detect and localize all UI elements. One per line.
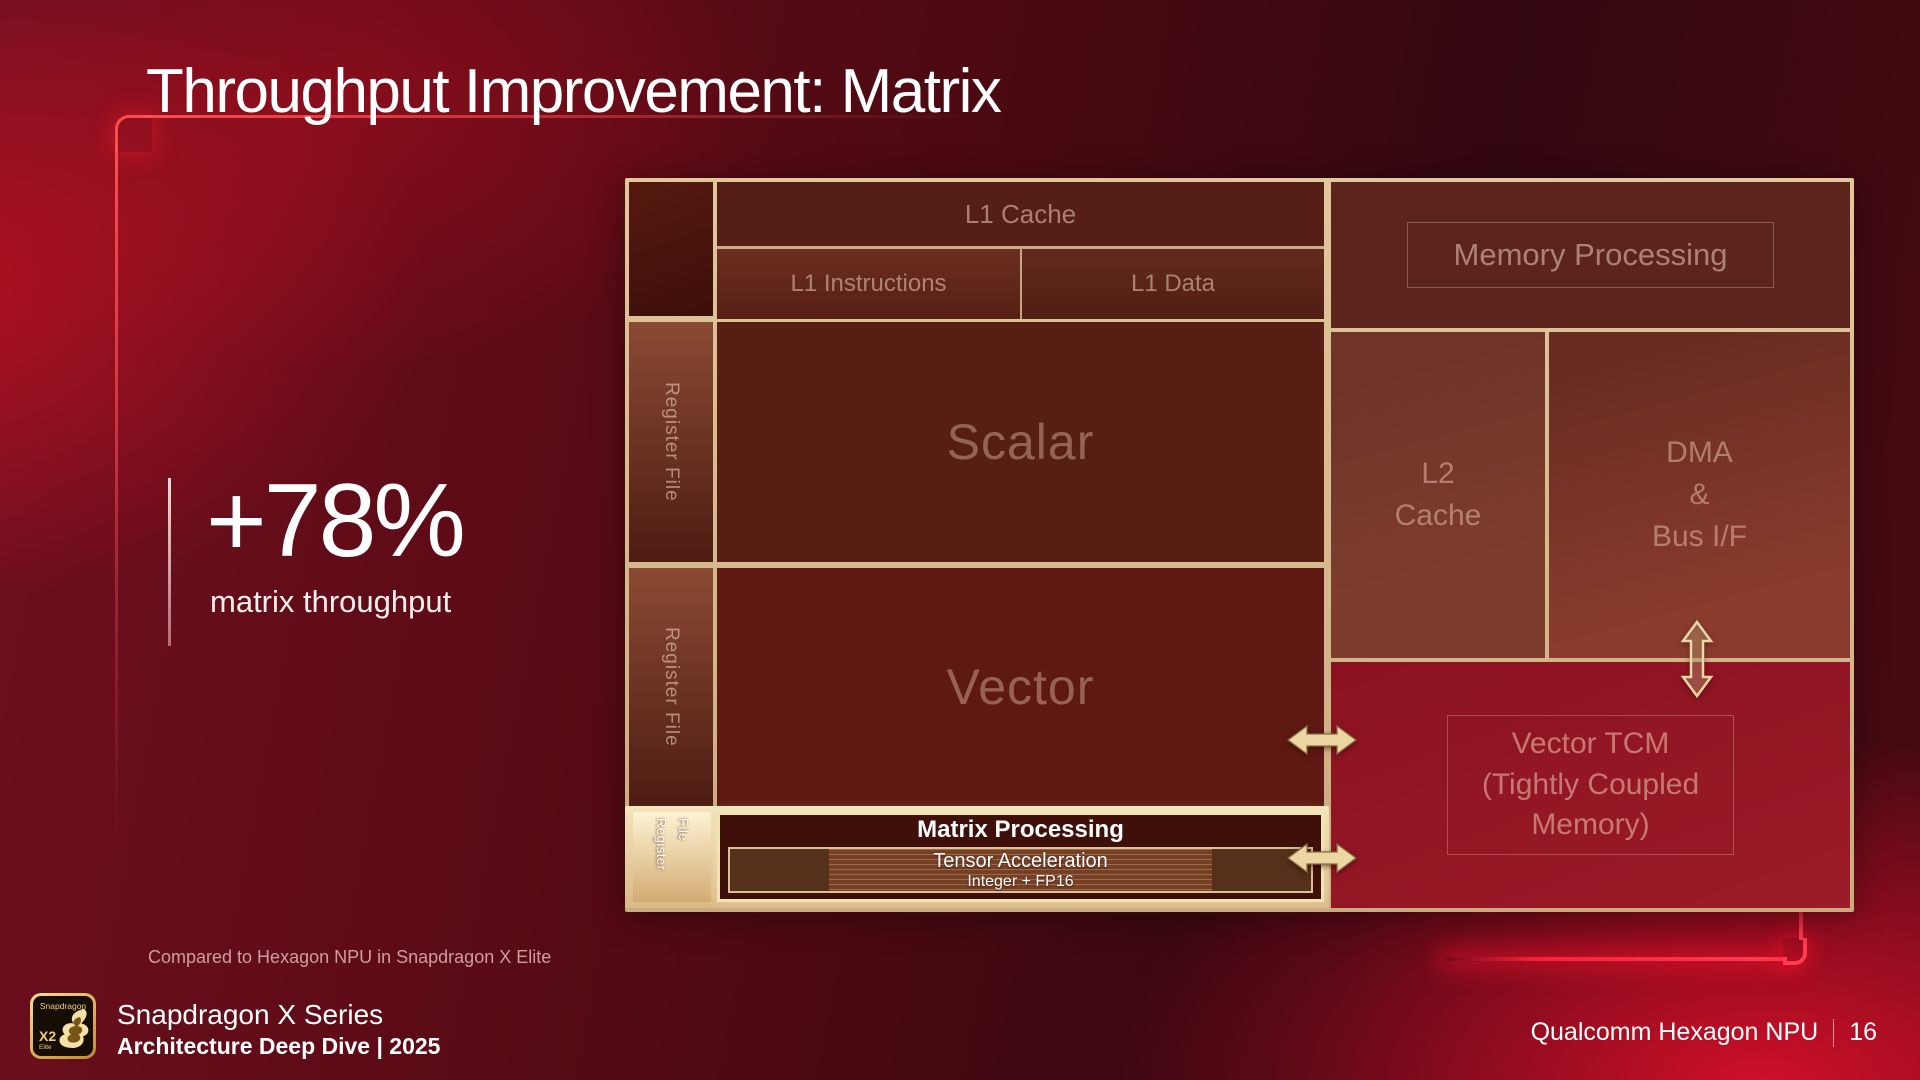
matrix-processing-block: Matrix Processing Tensor Acceleration In… bbox=[717, 812, 1324, 902]
register-file-label: Register File bbox=[661, 382, 682, 502]
matrix-processing-label: Matrix Processing bbox=[917, 816, 1124, 843]
vector-tcm-arrow-icon bbox=[1286, 723, 1358, 762]
l2-cache-label: L2 Cache bbox=[1394, 457, 1482, 532]
series-subtitle: Architecture Deep Dive | 2025 bbox=[117, 1033, 441, 1059]
diagram-corner-cell bbox=[629, 182, 713, 316]
glow-frame-bottom-line bbox=[1445, 957, 1787, 961]
register-file-scalar-cell: Register File bbox=[629, 322, 713, 562]
memory-processing-block: Memory Processing bbox=[1331, 182, 1850, 328]
dma-bus-block: DMA & Bus I/F bbox=[1549, 332, 1850, 658]
stat-value: +78% bbox=[206, 463, 466, 579]
dma-tcm-arrow-icon bbox=[1680, 619, 1714, 703]
footnote: Compared to Hexagon NPU in Snapdragon X … bbox=[148, 947, 552, 967]
scalar-label: Scalar bbox=[946, 414, 1095, 470]
register-file-matrix-cell: Register File bbox=[633, 812, 711, 902]
l1-cache-label: L1 Cache bbox=[964, 198, 1077, 229]
glow-frame-left-line bbox=[115, 144, 118, 844]
tensor-acceleration-block: Tensor Acceleration Integer + FP16 bbox=[728, 847, 1313, 893]
vector-block: Vector bbox=[717, 568, 1324, 806]
snapdragon-flame-icon bbox=[54, 1006, 92, 1055]
page-title: Throughput Improvement: Matrix bbox=[146, 57, 1002, 126]
glow-frame-top-left bbox=[115, 115, 152, 152]
matrix-tcm-arrow-icon bbox=[1286, 841, 1358, 880]
l1-data-block: L1 Data bbox=[1022, 246, 1324, 319]
npu-architecture-diagram: L1 Cache L1 Instructions L1 Data Registe… bbox=[625, 178, 1854, 912]
glow-frame-top-line bbox=[144, 115, 974, 118]
snapdragon-logo: Snapdragon X2 Elite bbox=[30, 993, 96, 1059]
page-number: 16 bbox=[1849, 1018, 1877, 1046]
vector-label: Vector bbox=[946, 659, 1095, 715]
footer-divider bbox=[1833, 1018, 1835, 1047]
logo-brand-label: Snapdragon bbox=[39, 1001, 87, 1011]
vector-tcm-label: Vector TCM (Tightly Coupled Memory) bbox=[1446, 715, 1735, 855]
tensor-precision-label: Integer + FP16 bbox=[967, 873, 1074, 890]
tensor-acceleration-label: Tensor Acceleration bbox=[933, 850, 1108, 872]
logo-tier-label: Elite bbox=[39, 1044, 52, 1051]
dma-bus-label: DMA & Bus I/F bbox=[1651, 436, 1748, 553]
register-file-vector-cell: Register File bbox=[629, 568, 713, 806]
tensor-texture bbox=[828, 849, 1213, 891]
l1-instructions-block: L1 Instructions bbox=[717, 246, 1022, 319]
footer-right: Qualcomm Hexagon NPU 16 bbox=[1531, 1018, 1877, 1047]
memory-processing-label: Memory Processing bbox=[1406, 222, 1775, 288]
snapdragon-logo-badge: Snapdragon X2 Elite bbox=[33, 996, 93, 1056]
vector-tcm-block: Vector TCM (Tightly Coupled Memory) bbox=[1331, 662, 1850, 908]
stat-label: matrix throughput bbox=[210, 584, 452, 619]
stat-rule bbox=[168, 478, 171, 646]
register-file-label: Register File bbox=[654, 818, 692, 871]
logo-model-label: X2 bbox=[39, 1028, 57, 1044]
glow-frame-bottom-right bbox=[1783, 938, 1807, 965]
l2-cache-block: L2 Cache bbox=[1331, 332, 1545, 658]
l1-cache-block: L1 Cache L1 Instructions L1 Data bbox=[717, 182, 1324, 319]
footer-right-label: Qualcomm Hexagon NPU bbox=[1530, 1018, 1819, 1046]
series-title: Snapdragon X Series bbox=[117, 999, 384, 1030]
register-file-label: Register File bbox=[661, 627, 682, 747]
scalar-block: Scalar bbox=[717, 322, 1324, 562]
